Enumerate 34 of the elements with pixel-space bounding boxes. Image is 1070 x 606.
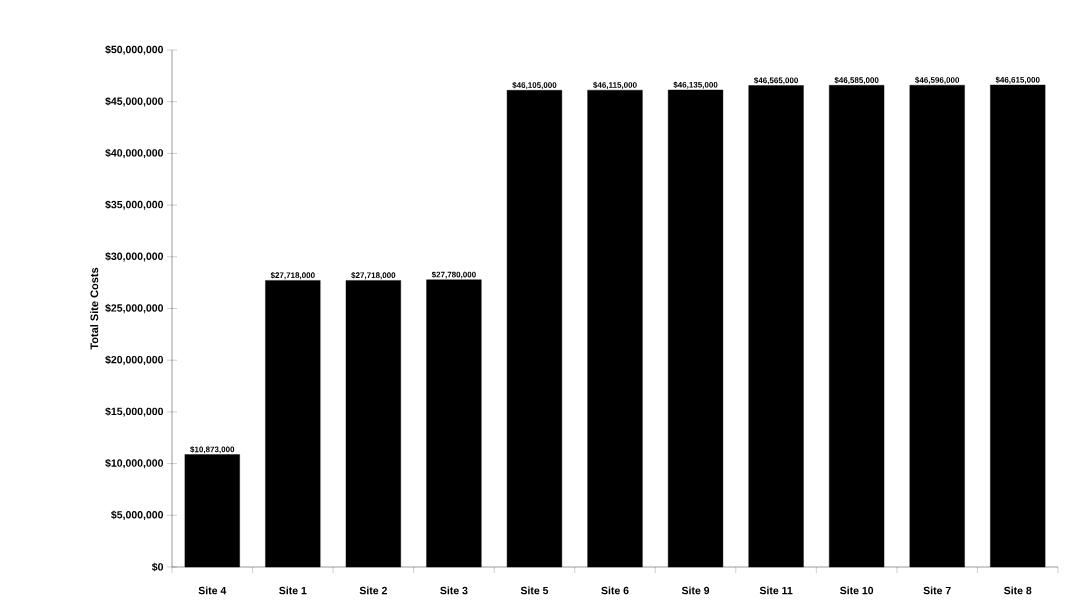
y-tick-label: $25,000,000 <box>105 303 164 314</box>
x-tick-label: Site 11 <box>759 586 793 595</box>
x-tick-label: Site 8 <box>1004 586 1032 595</box>
x-tick-label: Site 9 <box>681 586 710 595</box>
data-label: $46,565,000 <box>753 77 799 85</box>
data-label: $46,615,000 <box>995 76 1040 84</box>
data-label: $46,585,000 <box>834 76 879 85</box>
y-tick-label: $20,000,000 <box>105 355 164 365</box>
y-tick-label: $30,000,000 <box>105 252 164 262</box>
data-label: $46,135,000 <box>673 81 718 89</box>
x-tick-label: Site 6 <box>601 586 629 595</box>
data-label: $27,718,000 <box>270 272 315 280</box>
data-label: $27,718,000 <box>351 272 396 280</box>
y-tick-label: $45,000,000 <box>105 96 164 107</box>
data-label: $10,873,000 <box>190 446 235 454</box>
x-tick-label: Site 4 <box>198 586 227 595</box>
x-tick-label: Site 1 <box>279 586 307 595</box>
y-tick-label: $40,000,000 <box>105 148 164 159</box>
data-label: $46,105,000 <box>512 81 557 90</box>
y-tick-label: $50,000,000 <box>105 45 164 55</box>
data-label: $27,780,000 <box>431 271 476 279</box>
y-tick-label: $15,000,000 <box>105 407 164 417</box>
data-label: $46,596,000 <box>915 76 960 84</box>
data-label: $46,115,000 <box>593 81 637 89</box>
x-tick-label: Site 3 <box>440 586 468 595</box>
y-tick-label: $5,000,000 <box>111 510 164 521</box>
y-tick-label: $0 <box>151 562 164 572</box>
y-tick-label: $10,000,000 <box>105 458 164 469</box>
x-tick-label: Site 5 <box>520 586 549 595</box>
y-axis-title: Total Site Costs <box>90 267 99 350</box>
x-tick-label: Site 10 <box>840 586 874 595</box>
y-tick-label: $35,000,000 <box>105 200 164 210</box>
x-tick-label: Site 2 <box>359 586 387 595</box>
x-tick-label: Site 7 <box>923 586 951 595</box>
